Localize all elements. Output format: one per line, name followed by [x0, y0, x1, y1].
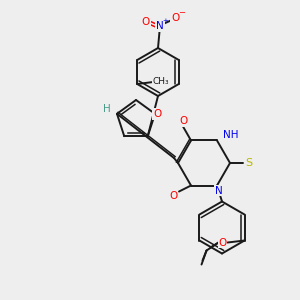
Text: H: H: [103, 104, 111, 114]
Text: NH: NH: [223, 130, 239, 140]
Text: −: −: [178, 8, 185, 17]
Text: +: +: [162, 18, 168, 24]
Text: O: O: [153, 109, 161, 119]
Text: N: N: [215, 185, 223, 196]
Text: O: O: [218, 238, 226, 248]
Text: O: O: [171, 13, 179, 23]
Text: O: O: [179, 116, 187, 127]
Text: CH₃: CH₃: [153, 77, 169, 86]
Text: O: O: [169, 190, 177, 200]
Text: O: O: [142, 17, 150, 27]
Text: S: S: [245, 158, 253, 168]
Text: N: N: [156, 21, 164, 31]
